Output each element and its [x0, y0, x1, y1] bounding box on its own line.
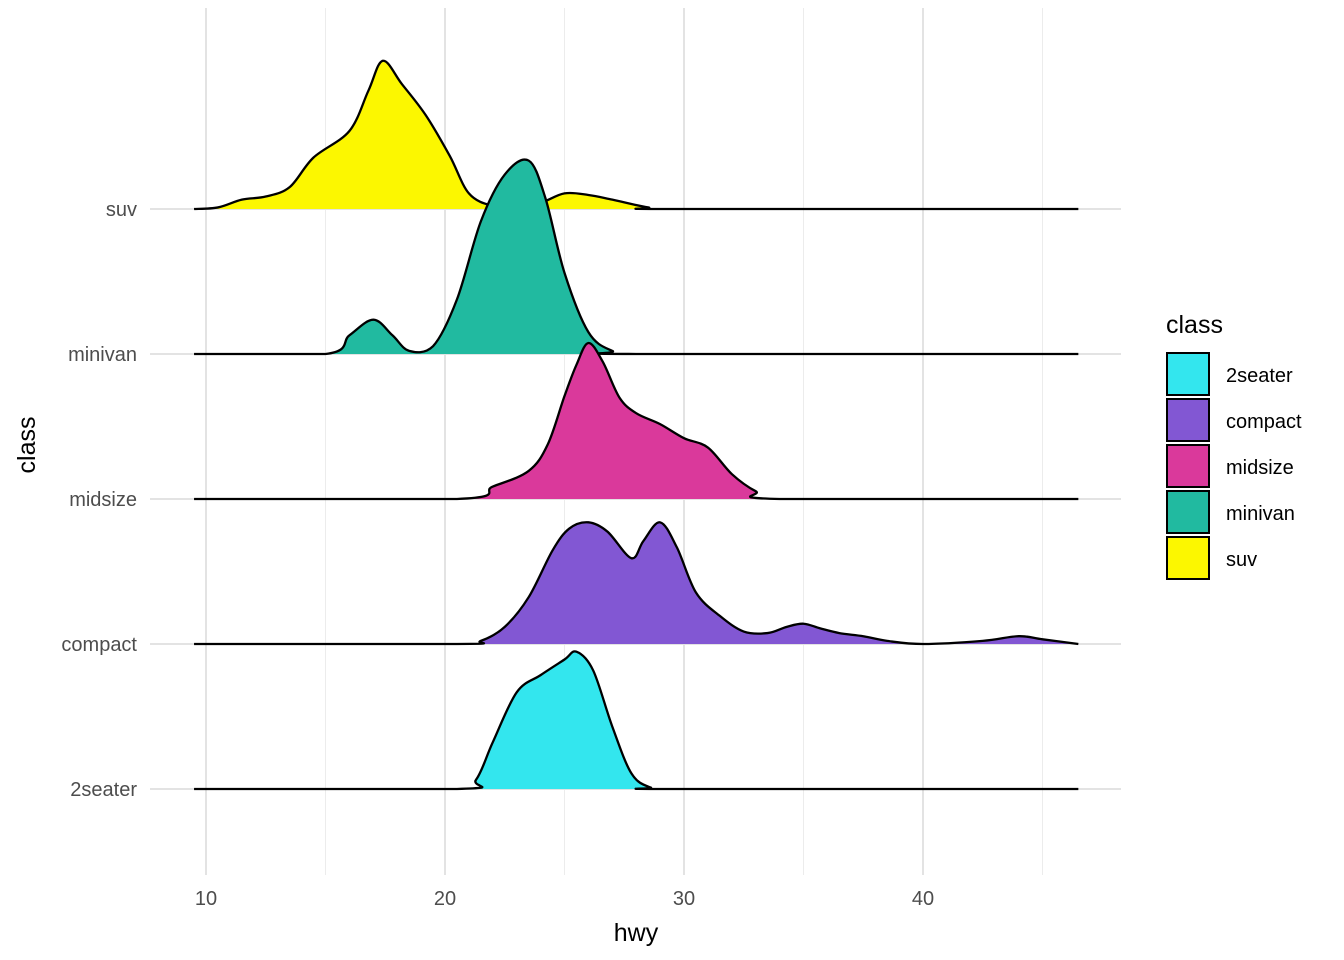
ridge-outline-midsize	[194, 341, 1079, 501]
y-tick-label: midsize	[69, 489, 137, 511]
ridge-outline-compact	[194, 521, 1079, 646]
legend-label: 2seater	[1226, 365, 1293, 387]
ridge-compact	[194, 521, 1079, 646]
legend: class 2seater compact midsize minivan suv	[1166, 311, 1302, 580]
legend-label: suv	[1226, 549, 1257, 571]
legend-key-minivan	[1166, 490, 1210, 534]
legend-item-suv: suv	[1166, 536, 1257, 580]
x-tick-label: 20	[434, 888, 456, 910]
legend-item-minivan: minivan	[1166, 490, 1295, 534]
x-axis-title: hwy	[614, 919, 659, 947]
ridge-fill-2seater	[194, 651, 1079, 789]
legend-key-suv	[1166, 536, 1210, 580]
legend-label: compact	[1226, 411, 1302, 433]
ridge-outline-2seater	[194, 650, 1079, 791]
ridge-fill-midsize	[194, 342, 1079, 499]
ridge-suv	[193, 59, 1079, 211]
legend-label: minivan	[1226, 503, 1295, 525]
y-tick-label: minivan	[68, 344, 137, 366]
x-tick-label: 40	[912, 888, 934, 910]
legend-item-2seater: 2seater	[1166, 352, 1293, 396]
ridge-outline-suv	[193, 59, 1079, 211]
legend-key-midsize	[1166, 444, 1210, 488]
legend-key-compact	[1166, 398, 1210, 442]
y-axis-tick-labels: 2seater compact midsize minivan suv	[61, 199, 137, 801]
y-axis-title: class	[13, 417, 41, 474]
y-tick-label: suv	[106, 199, 137, 221]
ridge-midsize	[194, 341, 1079, 501]
legend-key-2seater	[1166, 352, 1210, 396]
ridge-2seater	[194, 650, 1079, 791]
ridges	[193, 59, 1079, 791]
y-tick-label: 2seater	[70, 779, 137, 801]
legend-label: midsize	[1226, 457, 1294, 479]
x-axis-tick-labels: 10 20 30 40	[195, 888, 934, 910]
ridge-fill-suv	[194, 60, 1079, 209]
legend-item-compact: compact	[1166, 398, 1302, 442]
legend-item-midsize: midsize	[1166, 444, 1294, 488]
ridge-fill-compact	[194, 522, 1079, 644]
x-tick-label: 10	[195, 888, 217, 910]
legend-title: class	[1166, 311, 1223, 339]
x-tick-label: 30	[673, 888, 695, 910]
y-tick-label: compact	[61, 634, 137, 656]
